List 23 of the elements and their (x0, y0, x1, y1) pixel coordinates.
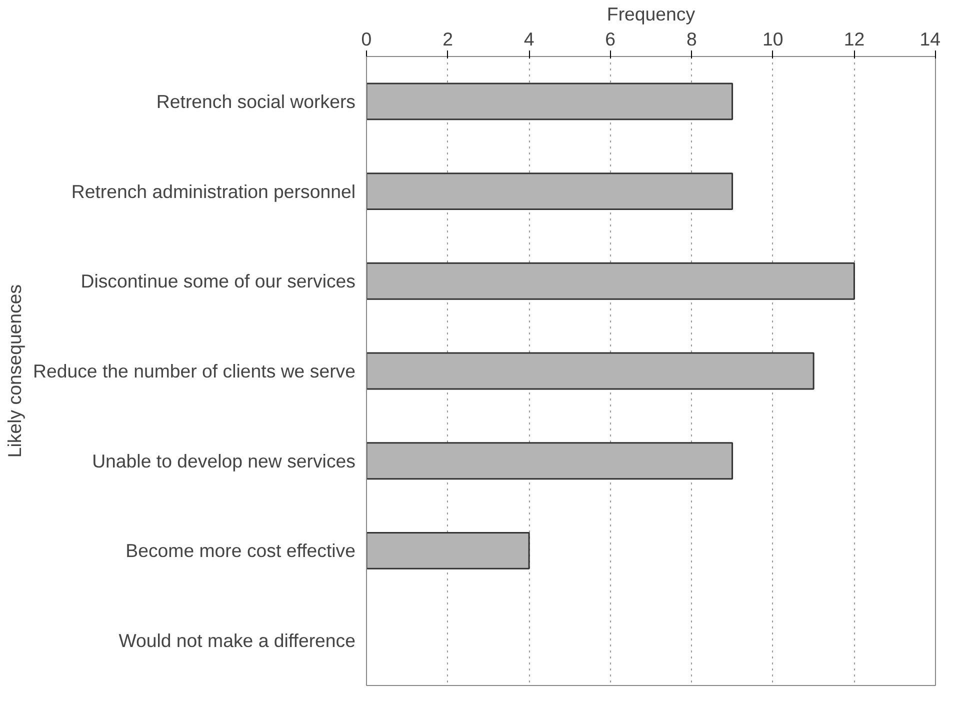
y-tick-label: Retrench administration personnel (71, 180, 356, 202)
y-tick-label: Become more cost effective (126, 540, 356, 562)
bar (366, 262, 855, 300)
x-tick-label: 8 (686, 28, 697, 50)
y-tick-label: Would not make a difference (118, 630, 356, 652)
x-tick-label: 6 (605, 28, 616, 50)
x-tick-label: 0 (361, 28, 372, 50)
bar (366, 352, 814, 390)
y-tick-label: Discontinue some of our services (80, 270, 356, 292)
bar (366, 532, 530, 570)
x-axis-title: Frequency (606, 4, 696, 24)
y-tick-label: Retrench social workers (156, 90, 356, 112)
x-tick-label: 10 (762, 28, 784, 50)
x-tick-label: 4 (524, 28, 534, 50)
bar (366, 82, 734, 120)
bar (366, 442, 734, 480)
y-tick-label: Reduce the number of clients we serve (32, 360, 356, 382)
x-tick-label: 14 (920, 28, 941, 50)
y-axis-title: Likely consequences (4, 284, 25, 458)
x-tick-label: 12 (844, 28, 865, 50)
y-tick-label: Unable to develop new services (92, 450, 356, 472)
bar (366, 172, 734, 210)
x-tick-label: 2 (442, 28, 453, 50)
